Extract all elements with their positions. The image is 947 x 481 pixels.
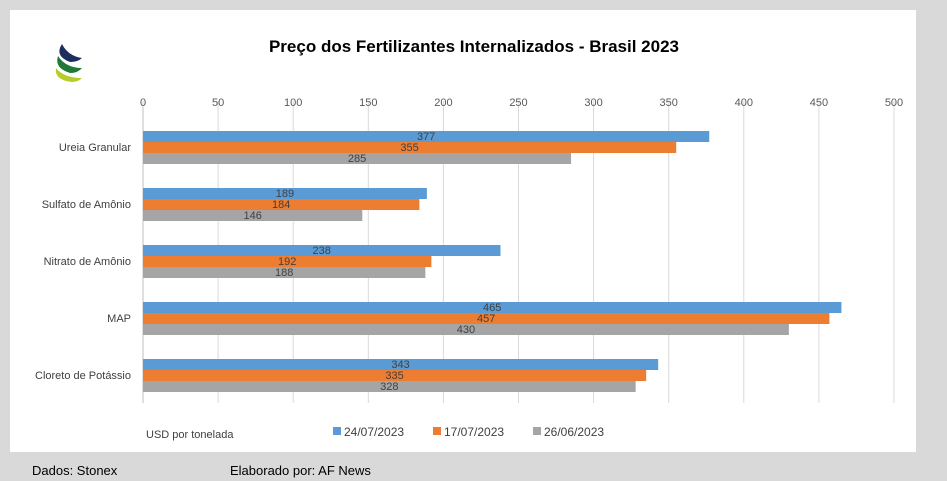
data-label: 343 — [391, 359, 409, 371]
data-label: 335 — [385, 370, 403, 382]
data-label: 377 — [417, 131, 435, 143]
x-tick-label: 250 — [509, 97, 527, 109]
data-label: 457 — [477, 313, 495, 325]
bar — [143, 370, 647, 381]
legend-label: 24/07/2023 — [344, 425, 404, 439]
bar — [143, 188, 427, 199]
x-tick-label: 100 — [284, 97, 302, 109]
x-tick-label: 50 — [212, 97, 224, 109]
bar — [143, 302, 842, 313]
category-label: Cloreto de Potássio — [35, 370, 131, 382]
bar — [143, 153, 572, 164]
bar — [143, 210, 363, 221]
data-label: 285 — [348, 153, 366, 165]
logo-leaf-bottom — [55, 68, 82, 82]
category-label: Sulfato de Amônio — [42, 199, 131, 211]
bar — [143, 142, 677, 153]
legend-swatch — [333, 427, 341, 435]
bar — [143, 245, 501, 256]
bar — [143, 199, 420, 210]
bar — [143, 381, 636, 392]
bar — [143, 324, 789, 335]
chart-panel: Preço dos Fertilizantes Internalizados -… — [10, 10, 916, 452]
bar — [143, 359, 659, 370]
x-tick-label: 450 — [810, 97, 828, 109]
bar — [143, 256, 432, 267]
data-label: 328 — [380, 381, 398, 393]
bar — [143, 131, 710, 142]
data-label: 192 — [278, 256, 296, 268]
x-tick-label: 0 — [140, 97, 146, 109]
credit-note: Elaborado por: AF News — [230, 463, 371, 478]
legend-swatch — [533, 427, 541, 435]
x-tick-label: 350 — [660, 97, 678, 109]
chart-title: Preço dos Fertilizantes Internalizados -… — [269, 37, 679, 56]
category-labels: Ureia Granular Sulfato de Amônio Nitrato d… — [35, 142, 131, 382]
data-label: 189 — [276, 188, 294, 200]
data-label: 465 — [483, 302, 501, 314]
logo-leaf-top — [59, 44, 82, 62]
bar-chart: Preço dos Fertilizantes Internalizados -… — [35, 37, 903, 441]
bar — [143, 267, 426, 278]
category-label: MAP — [107, 313, 131, 325]
x-tick-label: 150 — [359, 97, 377, 109]
data-label: 184 — [272, 199, 290, 211]
logo-leaf-middle — [57, 56, 82, 73]
data-label: 238 — [313, 245, 331, 257]
source-note: Dados: Stonex — [32, 463, 118, 478]
legend-label: 17/07/2023 — [444, 425, 504, 439]
legend: 24/07/2023 17/07/2023 26/06/2023 — [333, 425, 604, 439]
x-tick-label: 300 — [584, 97, 602, 109]
x-tick-label: 500 — [885, 97, 903, 109]
legend-label: 26/06/2023 — [544, 425, 604, 439]
bars — [143, 131, 842, 392]
x-tick-label: 400 — [735, 97, 753, 109]
data-label: 146 — [243, 210, 261, 222]
x-axis-label: USD por tonelada — [146, 429, 234, 441]
x-axis-ticks: 0 50 100 150 200 250 300 350 400 450 500 — [140, 97, 903, 109]
bar — [143, 313, 830, 324]
company-logo — [55, 44, 82, 82]
data-label: 430 — [457, 324, 475, 336]
data-label: 188 — [275, 267, 293, 279]
category-label: Ureia Granular — [59, 142, 131, 154]
category-label: Nitrato de Amônio — [44, 256, 131, 268]
legend-swatch — [433, 427, 441, 435]
x-tick-label: 200 — [434, 97, 452, 109]
data-labels: 3773552851891841462381921884654574303433… — [243, 131, 501, 393]
data-label: 355 — [400, 142, 418, 154]
